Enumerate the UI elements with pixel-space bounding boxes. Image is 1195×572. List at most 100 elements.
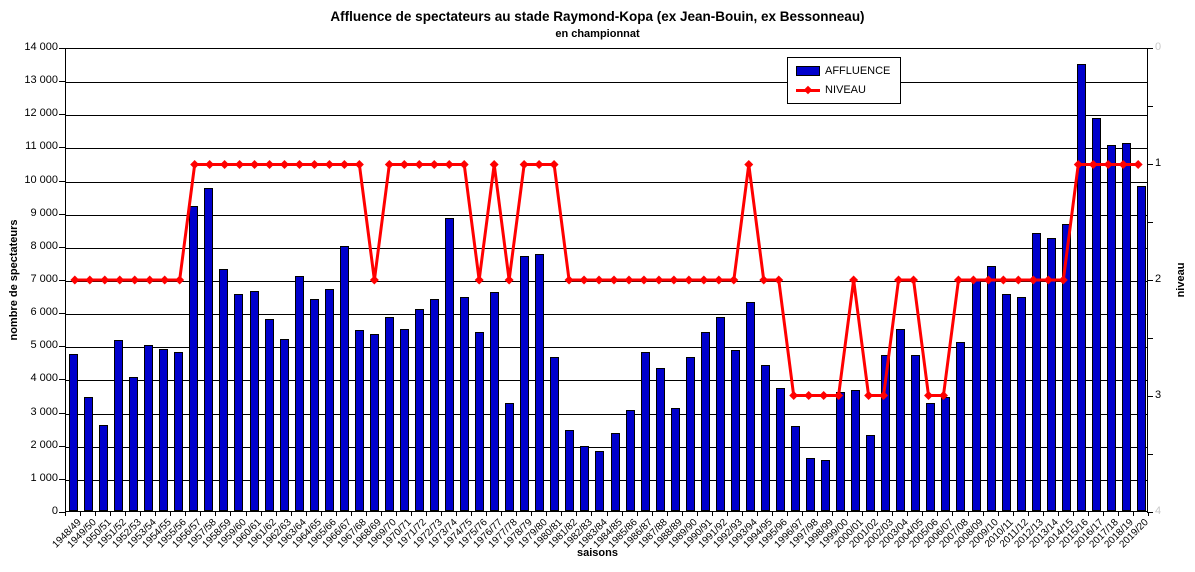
x-tick	[756, 512, 758, 516]
x-tick	[907, 512, 909, 516]
bar-2012/13	[1031, 233, 1041, 511]
bar-1968/69	[369, 334, 379, 511]
x-tick	[1148, 512, 1149, 516]
y-tick-label: 11 000	[25, 140, 58, 153]
x-tick	[305, 512, 307, 516]
bar-2007/08	[956, 342, 966, 511]
x-tick	[95, 512, 97, 516]
x-tick	[320, 512, 322, 516]
x-tick	[847, 512, 849, 516]
bar-1995/96	[775, 388, 785, 511]
bar-1991/92	[715, 317, 725, 511]
bar-1969/70	[384, 317, 394, 511]
bar-1952/53	[129, 377, 139, 511]
bar-2009/10	[986, 266, 996, 511]
bar-1976/77	[490, 292, 500, 511]
diamond-marker-icon	[803, 85, 813, 95]
gridline	[66, 413, 1147, 415]
y2-axis-title: niveau	[1175, 262, 1187, 298]
x-tick	[471, 512, 473, 516]
y-tick	[59, 48, 65, 49]
bar-1965/66	[324, 289, 334, 511]
y-axis-title: nombre de spectateurs	[8, 219, 20, 341]
x-tick	[666, 512, 668, 516]
y-tick-label: 13 000	[24, 74, 58, 87]
gridline	[66, 247, 1147, 249]
bar-2016/17	[1091, 118, 1101, 511]
bar-1961/62	[264, 319, 274, 511]
bar-2001/02	[866, 435, 876, 511]
bar-1948/49	[69, 354, 79, 511]
bar-1971/72	[414, 309, 424, 511]
x-tick	[862, 512, 864, 516]
y2-tick-label: 1	[1155, 157, 1162, 169]
bar-1987/88	[655, 368, 665, 511]
x-tick	[426, 512, 427, 516]
x-tick	[110, 512, 112, 516]
y-tick	[59, 445, 65, 447]
y2-tick	[1147, 48, 1153, 49]
y-tick	[59, 147, 65, 149]
x-tick	[1042, 512, 1044, 516]
y-tick	[59, 213, 65, 215]
x-tick	[922, 512, 924, 516]
y-tick-label: 12 000	[24, 107, 58, 120]
gridline	[66, 115, 1147, 117]
niveau-swatch-icon	[796, 85, 820, 95]
bar-2004/05	[911, 355, 921, 511]
y2-tick-label: 2	[1155, 273, 1162, 285]
x-tick	[155, 512, 157, 516]
y-tick	[59, 280, 65, 281]
y2-tick	[1147, 164, 1153, 165]
y-tick-label: 1 000	[30, 471, 58, 484]
x-tick	[200, 512, 202, 516]
bar-1960/61	[249, 291, 259, 511]
x-tick	[817, 512, 819, 516]
bar-1959/60	[234, 294, 244, 511]
bar-1956/57	[189, 206, 199, 511]
x-tick	[245, 512, 247, 516]
x-tick	[621, 512, 623, 516]
x-tick	[546, 512, 548, 516]
bar-1981/82	[565, 430, 575, 511]
bar-1967/68	[354, 330, 364, 511]
x-tick	[1087, 512, 1089, 516]
y2-tick-label: 3	[1155, 389, 1162, 401]
legend: AFFLUENCE NIVEAU	[787, 57, 901, 104]
x-tick	[441, 512, 443, 516]
bar-1972/73	[430, 299, 440, 511]
bar-1977/78	[505, 403, 515, 511]
bar-2006/07	[941, 397, 951, 511]
y-tick-label: 5 000	[30, 339, 58, 352]
y2-tick	[1147, 106, 1153, 107]
x-tick	[185, 512, 187, 516]
x-tick	[170, 512, 172, 516]
x-tick	[350, 512, 352, 516]
bar-2008/09	[971, 279, 981, 511]
x-tick	[335, 512, 337, 516]
y-tick-label: 7 000	[30, 273, 58, 285]
y-tick	[59, 81, 65, 83]
bar-2003/04	[896, 329, 906, 511]
bar-1980/81	[550, 357, 560, 511]
bar-1974/75	[460, 297, 470, 511]
x-tick	[997, 512, 999, 516]
y-tick-label: 14 000	[24, 41, 58, 53]
x-tick	[561, 512, 563, 516]
bar-1958/59	[219, 269, 229, 511]
y-tick-label: 10 000	[24, 173, 58, 186]
bar-1985/86	[625, 410, 635, 511]
x-tick	[531, 512, 533, 516]
x-tick	[1132, 512, 1134, 516]
legend-affluence-label: AFFLUENCE	[825, 65, 891, 77]
y-tick	[59, 180, 65, 182]
x-tick	[937, 512, 939, 516]
x-tick	[275, 512, 277, 516]
bar-1970/71	[399, 329, 409, 511]
x-tick	[516, 512, 518, 516]
y2-tick	[1147, 454, 1153, 455]
bar-1988/89	[670, 408, 680, 511]
bar-1982/83	[580, 446, 590, 511]
x-tick	[65, 512, 66, 516]
